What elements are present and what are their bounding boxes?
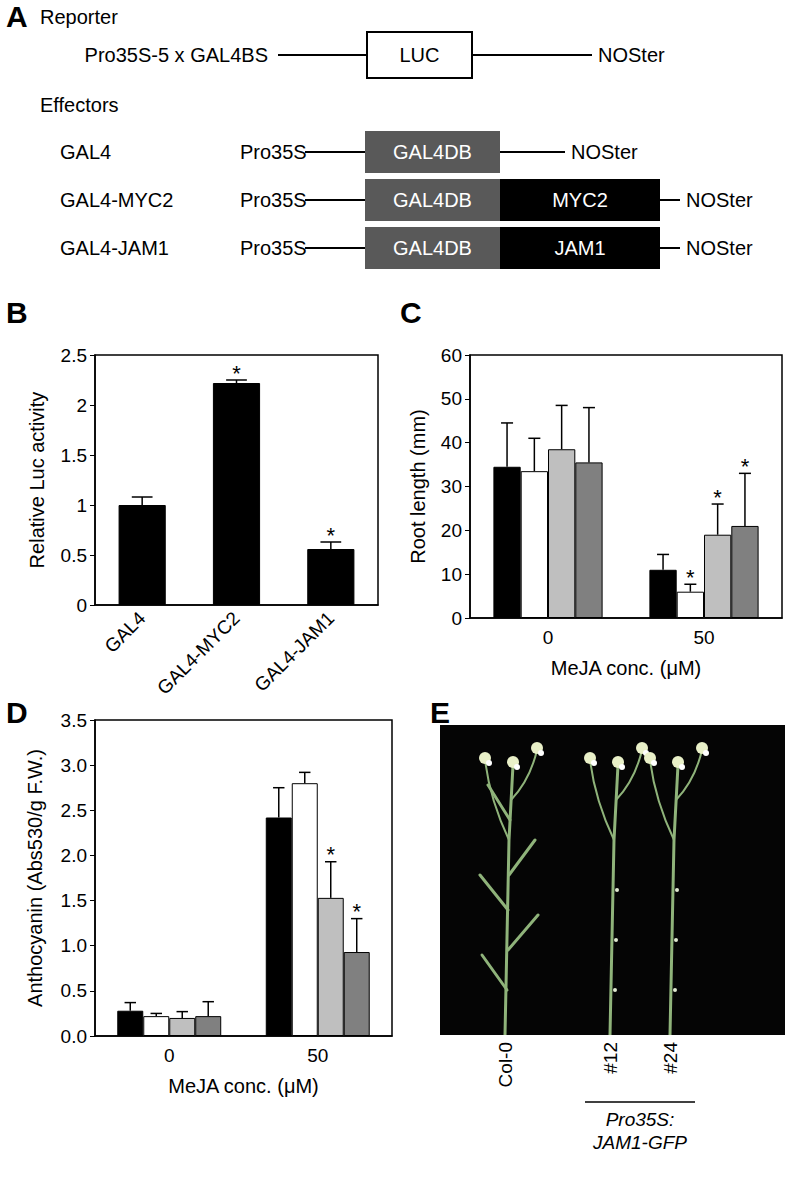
svg-text:GAL4-MYC2: GAL4-MYC2: [60, 189, 173, 211]
svg-text:0: 0: [451, 608, 462, 629]
svg-text:*: *: [352, 899, 361, 924]
svg-text:Pro35S: Pro35S: [240, 189, 307, 211]
svg-text:1.5: 1.5: [61, 445, 87, 466]
svg-text:50: 50: [693, 627, 714, 648]
svg-text:Pro35S-5 x GAL4BS: Pro35S-5 x GAL4BS: [85, 44, 268, 66]
svg-text:Pro35S: Pro35S: [240, 237, 307, 259]
svg-text:*: *: [326, 842, 335, 867]
svg-text:LUC: LUC: [399, 44, 439, 66]
svg-text:2.5: 2.5: [61, 800, 87, 821]
svg-text:*: *: [713, 485, 722, 510]
svg-text:Pro35S:: Pro35S:: [606, 1109, 675, 1130]
svg-text:30: 30: [441, 476, 462, 497]
svg-text:GAL4DB: GAL4DB: [393, 189, 472, 211]
svg-text:*: *: [686, 565, 695, 590]
svg-text:50: 50: [441, 388, 462, 409]
svg-text:0.5: 0.5: [61, 980, 87, 1001]
svg-text:GAL4: GAL4: [60, 141, 111, 163]
svg-text:3.0: 3.0: [61, 755, 87, 776]
html-text:B: B: [6, 296, 28, 329]
svg-text:#24: #24: [660, 1042, 681, 1074]
html-text:E: E: [430, 696, 450, 729]
svg-text:2: 2: [76, 395, 87, 416]
svg-text:0: 0: [164, 1045, 175, 1066]
html-text:C: C: [400, 296, 422, 329]
svg-text:NOSter: NOSter: [686, 189, 753, 211]
svg-text:60: 60: [441, 345, 462, 366]
html-text:A: A: [6, 0, 28, 33]
svg-text:1.0: 1.0: [61, 935, 87, 956]
svg-text:GAL4DB: GAL4DB: [393, 237, 472, 259]
svg-text:0.0: 0.0: [61, 1026, 87, 1047]
svg-text:Reporter: Reporter: [40, 6, 118, 28]
svg-text:NOSter: NOSter: [598, 44, 665, 66]
svg-text:MeJA conc. (μM): MeJA conc. (μM): [168, 1075, 318, 1097]
svg-text:GAL4DB: GAL4DB: [393, 141, 472, 163]
svg-text:40: 40: [441, 432, 462, 453]
svg-text:0.5: 0.5: [61, 545, 87, 566]
svg-text:*: *: [327, 523, 336, 548]
svg-text:GAL4-JAM1: GAL4-JAM1: [60, 237, 169, 259]
svg-text:Relative Luc activity: Relative Luc activity: [26, 392, 48, 569]
svg-text:NOSter: NOSter: [571, 141, 638, 163]
svg-text:JAM1-GFP: JAM1-GFP: [592, 1132, 687, 1153]
svg-text:Root length (mm): Root length (mm): [407, 409, 429, 564]
svg-text:MeJA conc. (μM): MeJA conc. (μM): [551, 657, 701, 679]
svg-text:20: 20: [441, 520, 462, 541]
svg-text:NOSter: NOSter: [686, 237, 753, 259]
svg-text:1: 1: [76, 495, 87, 516]
svg-text:*: *: [741, 454, 750, 479]
svg-text:2.5: 2.5: [61, 345, 87, 366]
svg-text:Pro35S: Pro35S: [240, 141, 307, 163]
svg-text:0: 0: [76, 595, 87, 616]
svg-text:10: 10: [441, 564, 462, 585]
svg-text:2.0: 2.0: [61, 845, 87, 866]
svg-text:JAM1: JAM1: [554, 237, 605, 259]
svg-text:Col-0: Col-0: [495, 1042, 516, 1087]
svg-text:0: 0: [543, 627, 554, 648]
svg-text:#12: #12: [600, 1042, 621, 1074]
svg-text:Anthocyanin (Abs530/g F.W.): Anthocyanin (Abs530/g F.W.): [24, 749, 46, 1007]
svg-text:*: *: [232, 361, 241, 386]
svg-text:3.5: 3.5: [61, 710, 87, 731]
svg-text:GAL4-JAM1: GAL4-JAM1: [250, 608, 338, 696]
svg-text:MYC2: MYC2: [552, 189, 608, 211]
svg-text:Effectors: Effectors: [40, 94, 119, 116]
svg-text:GAL4-MYC2: GAL4-MYC2: [153, 608, 244, 699]
html-text:D: D: [6, 696, 28, 729]
svg-text:50: 50: [307, 1045, 328, 1066]
svg-text:GAL4: GAL4: [100, 608, 149, 657]
svg-text:1.5: 1.5: [61, 890, 87, 911]
